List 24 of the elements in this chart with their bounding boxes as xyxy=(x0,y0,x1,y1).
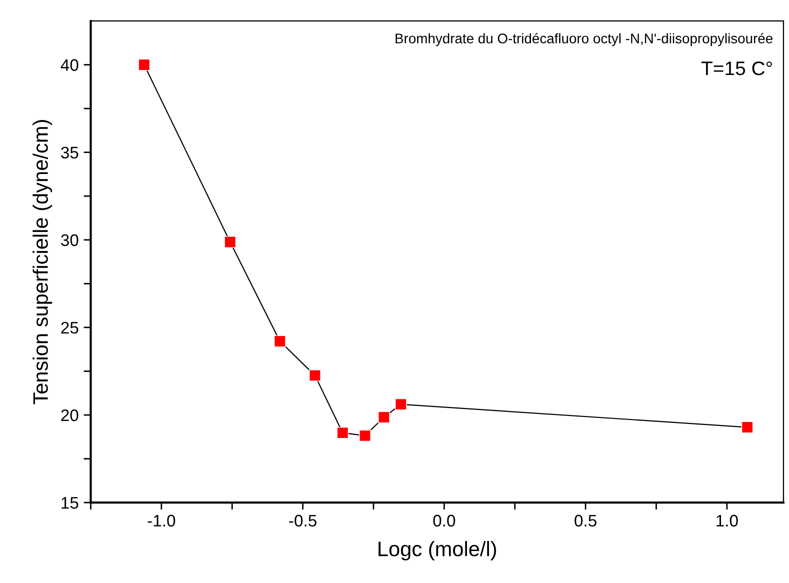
point xyxy=(378,411,390,424)
y-axis-title: Tension superficielle (dyne/cm) xyxy=(32,120,52,404)
point xyxy=(336,426,349,439)
point xyxy=(741,421,754,434)
x-tick-label: 0.0 xyxy=(433,514,456,527)
y-tick-label: 25 xyxy=(61,322,78,334)
y-tick-label: 30 xyxy=(61,234,78,246)
y-tick-label: 15 xyxy=(62,497,78,509)
point xyxy=(395,398,407,410)
point xyxy=(224,236,236,248)
x-axis-title: Logc (mole/l) xyxy=(378,541,496,560)
y-tick-label: 20 xyxy=(61,409,78,422)
x-tick-label: -0.5 xyxy=(289,514,316,527)
annotation: Bromhydrate du O-tridécafluoro octyl -N,N'-diisopropylisourée xyxy=(396,33,772,46)
y-tick-label: 40 xyxy=(60,59,78,71)
x-tick-label: 1.0 xyxy=(716,514,738,527)
annotation: T=15 C° xyxy=(701,61,772,76)
point xyxy=(359,430,371,442)
x-tick-label: 0.5 xyxy=(574,514,596,527)
y-tick-label: 35 xyxy=(61,146,78,159)
point xyxy=(138,58,150,71)
point xyxy=(309,370,321,382)
point xyxy=(274,335,286,348)
x-tick-label: -1.0 xyxy=(148,514,176,527)
